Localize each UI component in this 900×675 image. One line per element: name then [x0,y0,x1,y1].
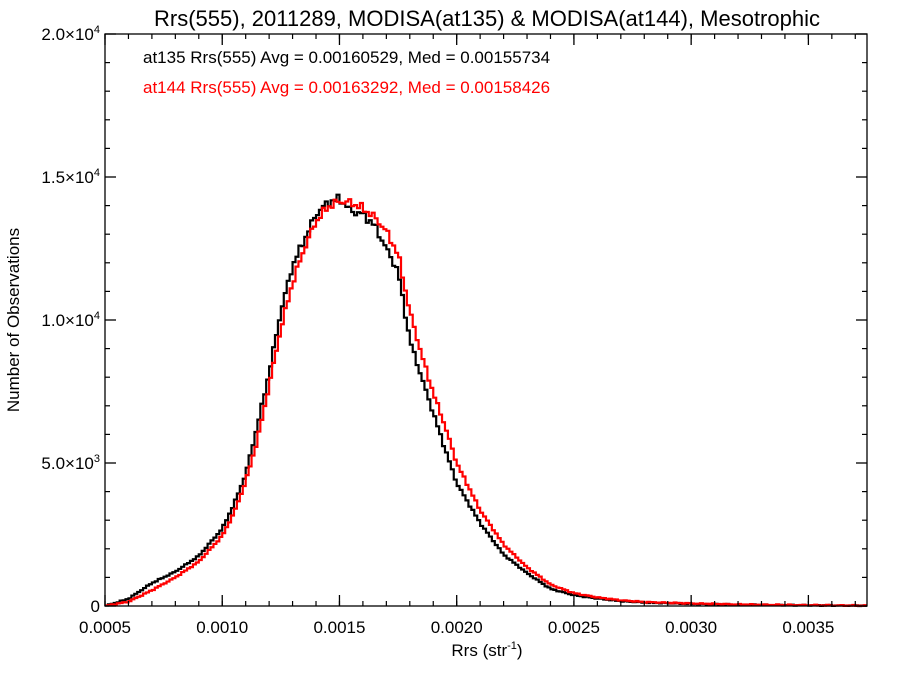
x-tick-label: 0.0020 [431,618,483,637]
x-axis-label-exponent: -1 [507,640,517,652]
x-axis-label: Rrs (str-1) [451,640,522,660]
tick-layer: 0.0005 0.0010 0.0015 0.0020 0.0025 0.0030 0.00… [41,24,867,637]
x-tick-label: 0.0015 [313,618,365,637]
chart-title: Rrs(555), 2011289, MODISA(at135) & MODIS… [154,6,820,31]
legend: at135 Rrs(555) Avg = 0.00160529, Med = 0… [143,48,550,97]
y-tick-label: 0 [91,597,100,616]
x-tick-label: 0.0025 [548,618,600,637]
y-tick-label: 1.5×104 [41,167,100,187]
x-tick-label: 0.0010 [196,618,248,637]
y-axis-label: Number of Observations [4,228,23,412]
y-tick-label: 5.0×103 [41,453,100,473]
x-tick-label: 0.0005 [79,618,131,637]
y-tick-label: 2.0×104 [41,24,100,44]
x-axis-label-text: Rrs (str [451,641,507,660]
y-tick-label: 1.0×104 [41,310,100,330]
legend-entry-1: at135 Rrs(555) Avg = 0.00160529, Med = 0… [143,48,550,67]
legend-entry-2: at144 Rrs(555) Avg = 0.00163292, Med = 0… [143,78,550,97]
x-tick-label: 0.0035 [782,618,834,637]
x-tick-label: 0.0030 [665,618,717,637]
x-axis-label-suffix: ) [517,641,523,660]
